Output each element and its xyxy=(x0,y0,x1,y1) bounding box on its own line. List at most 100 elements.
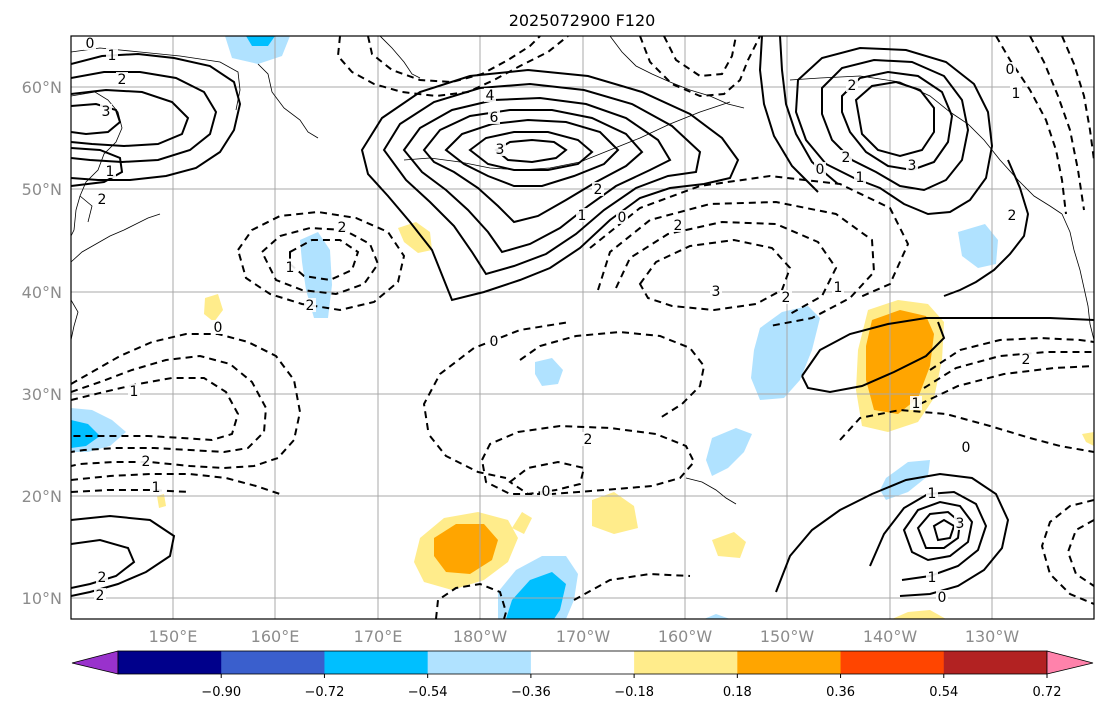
coastline-japan xyxy=(71,299,79,341)
contour-label: 0 xyxy=(618,210,627,226)
contour-label: 1 xyxy=(928,570,937,586)
contour-positive xyxy=(494,138,568,164)
contour-label: 2 xyxy=(142,454,151,470)
contour-label-bg xyxy=(854,170,866,184)
coastline-chukotka xyxy=(257,63,319,139)
contour-negative xyxy=(995,36,1067,215)
shade-positive-yellow xyxy=(512,512,532,534)
contour-label-bg xyxy=(140,454,152,468)
contour-label-bg xyxy=(336,220,348,234)
contour-label: 6 xyxy=(490,110,499,126)
contour-negative xyxy=(71,377,240,442)
contour-label: 4 xyxy=(486,88,495,104)
contour-label-bg xyxy=(936,590,948,604)
colorbar-extend-left xyxy=(71,650,119,675)
lat-tick-label: 20°N xyxy=(22,487,62,506)
contour-label: 0 xyxy=(86,36,95,52)
contour-positive xyxy=(71,538,136,589)
shade-positive-orange xyxy=(866,310,934,414)
contour-negative xyxy=(839,408,1094,453)
contour-negative xyxy=(573,572,691,601)
coastline-gulf-of-alaska xyxy=(789,75,1063,215)
anomaly-shading xyxy=(71,36,1094,619)
contour-negative xyxy=(519,330,706,419)
contour-positive xyxy=(932,518,956,542)
contour-negative xyxy=(1040,499,1094,605)
lat-tick-label: 40°N xyxy=(22,283,62,302)
contour-label-bg xyxy=(104,164,116,178)
contour-positive xyxy=(71,102,122,136)
contour-positive xyxy=(71,52,242,181)
contour-positive xyxy=(869,490,988,581)
contour-label-bg xyxy=(94,588,106,602)
colorbar-label: 0.72 xyxy=(1033,685,1062,700)
contour-label-bg xyxy=(616,210,628,224)
contour-label: 3 xyxy=(496,142,505,158)
shade-negative-cyan xyxy=(706,428,752,476)
colorbar-label: −0.72 xyxy=(305,685,345,700)
lon-tick-label: 170°E xyxy=(354,627,403,646)
contour-label-bg xyxy=(304,298,316,312)
contour-label: 2 xyxy=(584,432,593,448)
contour-label: 2 xyxy=(842,150,851,166)
contour-negative xyxy=(589,174,910,299)
contour-label: 2 xyxy=(118,72,127,88)
contour-label-bg xyxy=(814,162,826,176)
colorbar-label: 0.36 xyxy=(826,685,855,700)
contour-label: 2 xyxy=(782,290,791,306)
shade-negative-cyan xyxy=(751,306,820,400)
contour-label-bg xyxy=(1006,208,1018,222)
shade-positive-yellow xyxy=(398,222,432,253)
shade-negative-cyan xyxy=(71,420,100,448)
contour-positive xyxy=(758,36,819,193)
contour-label: 1 xyxy=(108,48,117,64)
contour-label-bg xyxy=(1010,86,1022,100)
contour-label: 1 xyxy=(152,480,161,496)
shade-negative-cyan xyxy=(300,232,332,318)
contour-label: 0 xyxy=(938,590,947,606)
coastline-hawaii xyxy=(685,477,737,505)
coastline-hokkaido xyxy=(79,195,93,223)
lon-tick-labels: 150°E 160°E 170°E 180°W 170°W 160°W 150°… xyxy=(149,627,1020,646)
contour-positive xyxy=(422,109,644,224)
contour-label: 0 xyxy=(816,162,825,178)
contour-label: 0 xyxy=(490,334,499,350)
contour-label: 3 xyxy=(956,516,965,532)
contour-label-bg xyxy=(540,484,552,498)
colorbar-cell xyxy=(118,651,222,674)
shade-positive-yellow xyxy=(892,610,946,619)
contour-negative xyxy=(480,424,696,495)
coastline-bc-coast xyxy=(1061,213,1094,341)
colorbar-cell xyxy=(737,651,842,674)
contour-label-bg xyxy=(100,104,112,118)
coastline-kamchatka xyxy=(71,91,123,237)
shade-positive-orange xyxy=(434,524,498,574)
contour-label-bg xyxy=(840,150,852,164)
contour-label: 2 xyxy=(1022,352,1031,368)
colorbar-label: −0.90 xyxy=(201,685,241,700)
lon-tick-label: 130°W xyxy=(965,627,1020,646)
contour-positive xyxy=(71,71,218,164)
lat-tick-label: 10°N xyxy=(22,589,62,608)
contour-label: 0 xyxy=(1006,62,1015,78)
shade-negative-cyan xyxy=(246,36,275,46)
contour-label-bg xyxy=(672,218,684,232)
lon-tick-label: 160°E xyxy=(251,627,300,646)
contour-negative xyxy=(1061,36,1094,161)
plot-frame xyxy=(70,35,1095,620)
contour-label-bg xyxy=(926,486,938,500)
lat-tick-label: 50°N xyxy=(22,180,62,199)
contour-label: 1 xyxy=(928,486,937,502)
colorbar-cells xyxy=(117,650,1048,675)
contour-label: 0 xyxy=(214,320,223,336)
contour-negative xyxy=(336,36,569,98)
contour-negative xyxy=(1066,519,1094,587)
lon-tick-label: 150°W xyxy=(760,627,815,646)
colorbar-label: −0.54 xyxy=(408,685,448,700)
contour-negative xyxy=(615,220,838,315)
shade-negative-cyan xyxy=(958,224,998,268)
contour-label-bg xyxy=(1004,62,1016,76)
contour-label-bg xyxy=(910,396,922,410)
contour-positive xyxy=(943,159,1030,297)
contour-label: 1 xyxy=(912,396,921,412)
